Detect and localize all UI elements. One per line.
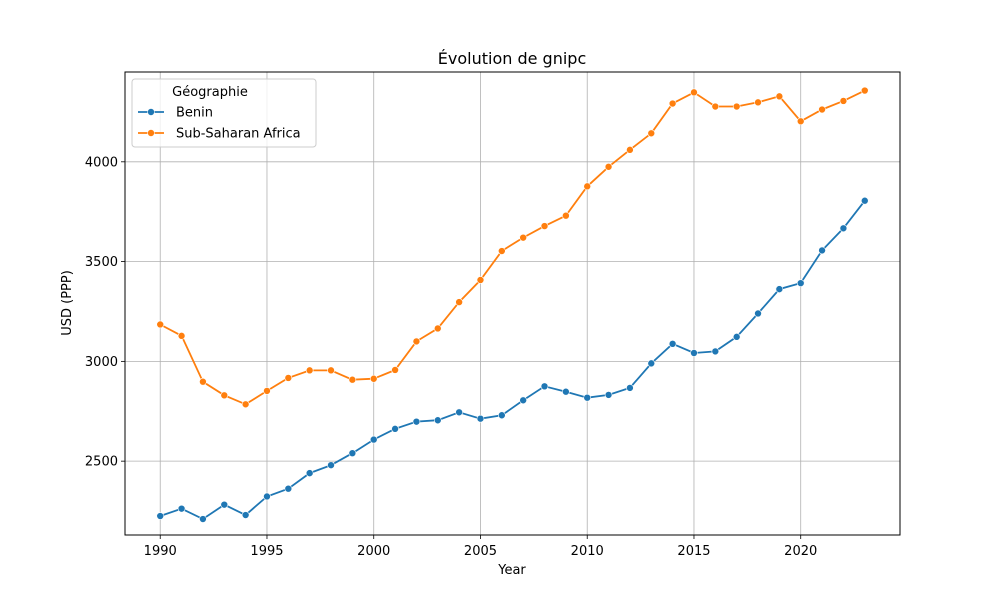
data-point-benin xyxy=(604,391,613,399)
data-point-sub-saharan-africa xyxy=(241,400,250,409)
data-point-benin xyxy=(263,492,271,501)
x-tick-label: 2015 xyxy=(677,544,710,559)
data-point-sub-saharan-africa xyxy=(305,366,314,375)
series-line-benin xyxy=(159,200,866,521)
legend-title: Géographie xyxy=(172,85,248,100)
data-point-sub-saharan-africa xyxy=(711,102,720,111)
series-line-sub-saharan-africa xyxy=(159,89,866,406)
data-point-sub-saharan-africa xyxy=(391,366,399,374)
x-tick-label: 2005 xyxy=(464,544,497,559)
data-point-benin xyxy=(562,387,570,396)
legend-label-sub-saharan-africa: Sub-Saharan Africa xyxy=(176,127,301,142)
y-tick-label: 2500 xyxy=(85,455,118,470)
legend-marker-benin xyxy=(147,108,155,116)
legend: Géographie Benin Sub-Saharan Africa xyxy=(131,78,317,148)
data-point-sub-saharan-africa xyxy=(818,105,826,114)
data-point-benin xyxy=(455,408,463,417)
data-point-benin xyxy=(369,435,378,444)
data-point-benin xyxy=(711,347,720,356)
data-point-benin xyxy=(412,417,421,426)
data-point-sub-saharan-africa xyxy=(348,375,357,384)
x-tick-label: 1990 xyxy=(144,544,177,559)
data-point-benin xyxy=(775,285,784,293)
data-point-benin xyxy=(732,333,741,341)
data-point-benin xyxy=(327,461,335,469)
x-tick-label: 2010 xyxy=(571,544,604,559)
legend-label-benin: Benin xyxy=(176,106,213,121)
data-point-benin xyxy=(754,309,762,318)
data-point-sub-saharan-africa xyxy=(220,391,229,400)
data-point-sub-saharan-africa xyxy=(839,97,848,105)
data-point-sub-saharan-africa xyxy=(476,276,485,284)
data-point-sub-saharan-africa xyxy=(732,102,741,111)
plot-area-frame xyxy=(124,71,901,536)
data-point-benin xyxy=(626,384,634,392)
data-point-sub-saharan-africa xyxy=(327,366,335,375)
data-point-benin xyxy=(519,396,527,405)
data-point-benin xyxy=(177,504,186,513)
data-point-sub-saharan-africa xyxy=(519,233,527,242)
data-point-sub-saharan-africa xyxy=(284,374,293,382)
y-tick-label: 3500 xyxy=(85,255,118,270)
data-point-benin xyxy=(583,393,592,402)
y-tick-label: 4000 xyxy=(85,155,118,170)
data-point-sub-saharan-africa xyxy=(583,182,592,191)
grid xyxy=(125,72,900,535)
data-point-sub-saharan-africa xyxy=(455,298,463,306)
data-point-sub-saharan-africa xyxy=(540,222,549,230)
data-point-sub-saharan-africa xyxy=(433,324,442,333)
x-tick-label: 2000 xyxy=(357,544,390,559)
y-axis-ticks: 2500 3000 3500 4000 xyxy=(85,155,125,470)
data-point-sub-saharan-africa xyxy=(369,374,378,383)
series-group xyxy=(156,86,869,523)
data-point-sub-saharan-africa xyxy=(668,99,677,108)
x-tick-label: 2020 xyxy=(784,544,817,559)
data-point-benin xyxy=(860,196,869,205)
data-point-sub-saharan-africa xyxy=(412,337,421,346)
data-point-sub-saharan-africa xyxy=(754,98,762,107)
legend-marker-sub-saharan-africa xyxy=(147,129,155,137)
data-point-sub-saharan-africa xyxy=(796,117,805,126)
data-point-benin xyxy=(305,469,314,477)
data-point-sub-saharan-africa xyxy=(604,162,613,171)
y-axis-label: USD (PPP) xyxy=(60,270,75,336)
data-point-benin xyxy=(818,246,826,255)
x-tick-label: 1995 xyxy=(250,544,283,559)
data-point-benin xyxy=(668,340,677,348)
data-point-sub-saharan-africa xyxy=(562,211,570,220)
data-point-benin xyxy=(433,416,442,425)
legend-box xyxy=(131,78,317,148)
data-point-sub-saharan-africa xyxy=(690,88,698,97)
data-point-sub-saharan-africa xyxy=(647,129,656,138)
data-point-sub-saharan-africa xyxy=(626,146,634,154)
data-point-sub-saharan-africa xyxy=(263,387,271,395)
data-point-benin xyxy=(476,414,485,423)
data-point-benin xyxy=(156,512,165,520)
data-point-benin xyxy=(199,515,207,523)
x-axis-label: Year xyxy=(497,563,526,578)
data-point-sub-saharan-africa xyxy=(156,320,165,329)
data-point-sub-saharan-africa xyxy=(177,332,186,340)
data-point-sub-saharan-africa xyxy=(860,86,869,95)
data-point-benin xyxy=(241,511,250,519)
data-point-benin xyxy=(220,500,229,509)
data-point-benin xyxy=(348,449,357,457)
data-point-benin xyxy=(391,425,399,433)
data-point-benin xyxy=(284,484,293,493)
x-axis-ticks: 1990 1995 2000 2005 2010 2015 2020 xyxy=(144,535,817,559)
data-point-benin xyxy=(796,279,805,287)
data-point-benin xyxy=(839,224,848,233)
data-point-sub-saharan-africa xyxy=(199,377,207,386)
y-tick-label: 3000 xyxy=(85,355,118,370)
data-point-sub-saharan-africa xyxy=(498,247,506,255)
data-point-benin xyxy=(647,359,656,368)
data-point-sub-saharan-africa xyxy=(775,92,784,101)
data-point-benin xyxy=(540,382,549,391)
data-point-benin xyxy=(690,349,698,357)
chart-title: Évolution de gnipc xyxy=(438,49,586,68)
data-point-benin xyxy=(498,411,506,420)
